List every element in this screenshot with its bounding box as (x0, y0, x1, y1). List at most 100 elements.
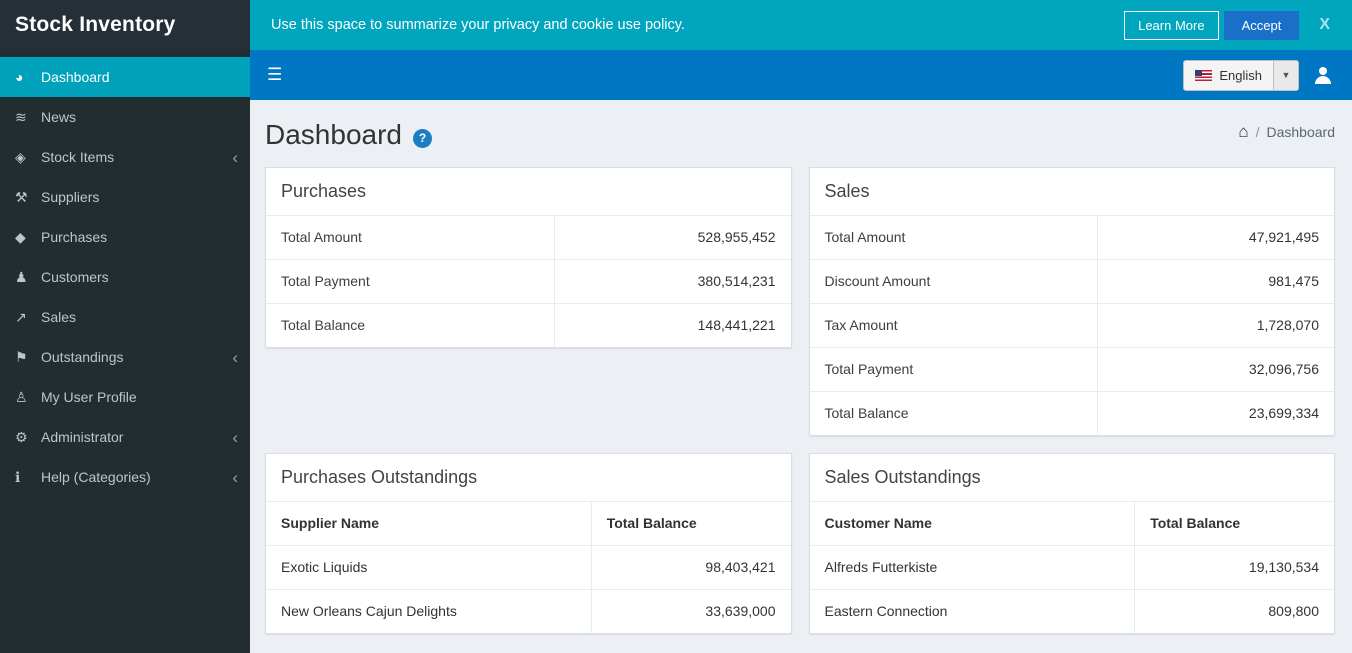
sidebar-item-outstandings[interactable]: ⚑ Outstandings ‹ (0, 337, 250, 377)
customer-name: Eastern Connection (809, 588, 1136, 633)
chevron-left-icon: ‹ (232, 147, 238, 167)
sidebar-item-dashboard[interactable]: ◕ Dashboard (0, 57, 250, 97)
page-title: Dashboard (265, 119, 402, 150)
tags-icon: ◆ (15, 228, 26, 245)
row-value: 380,514,231 (554, 258, 791, 304)
dashboard-grid: Purchases Total Amount 528,955,452 Total… (265, 166, 1335, 634)
sidebar-item-label: Help (Categories) (41, 469, 151, 485)
total-balance: 33,639,000 (591, 588, 791, 633)
row-label: Total Payment (266, 258, 555, 304)
content-header: Dashboard ? ⌂ / Dashboard (265, 119, 1336, 151)
suppliers-icon: ⚒ (15, 188, 28, 205)
accept-button[interactable]: Accept (1223, 10, 1300, 40)
sidebar-item-sales[interactable]: ↗ Sales (0, 297, 250, 337)
cookie-banner: Use this space to summarize your privacy… (250, 0, 1352, 50)
row-label: Total Amount (809, 214, 1099, 260)
breadcrumb-current: Dashboard (1266, 124, 1336, 141)
cookie-banner-message: Use this space to summarize your privacy… (271, 17, 685, 33)
sidebar-item-label: News (41, 109, 77, 125)
sidebar-item-label: Suppliers (41, 189, 100, 205)
home-icon[interactable]: ⌂ (1238, 122, 1249, 142)
row-value: 32,096,756 (1097, 346, 1334, 392)
user-account-icon[interactable] (1314, 66, 1332, 84)
sidebar-item-suppliers[interactable]: ⚒ Suppliers (0, 177, 250, 217)
flag-icon: ⚑ (15, 348, 28, 365)
purchases-table: Total Amount 528,955,452 Total Payment 3… (266, 214, 791, 347)
hamburger-menu-icon[interactable]: ☰ (267, 65, 283, 84)
sidebar-item-label: Dashboard (41, 69, 110, 85)
table-row: New Orleans Cajun Delights 33,639,000 (266, 588, 791, 633)
navbar-right: English ▼ (1183, 59, 1352, 91)
panel-title: Purchases Outstandings (281, 466, 478, 487)
main-content: Dashboard ? ⌂ / Dashboard Purchases Tota… (250, 119, 1352, 634)
sidebar-item-label: Outstandings (41, 349, 124, 365)
caret-down-icon[interactable]: ▼ (1273, 60, 1298, 90)
customer-name: Alfreds Futterkiste (809, 544, 1136, 590)
us-flag-icon (1195, 69, 1213, 81)
table-row: Total Amount 47,921,495 (809, 214, 1334, 260)
panel-title: Sales Outstandings (824, 466, 981, 487)
sidebar-item-help-categories[interactable]: ℹ Help (Categories) ‹ (0, 457, 250, 497)
sidebar-item-my-user-profile[interactable]: ♙ My User Profile (0, 377, 250, 417)
supplier-name: Exotic Liquids (266, 544, 592, 590)
row-value: 528,955,452 (554, 214, 791, 260)
sales-outstandings-panel: Sales Outstandings Customer Name Total B… (808, 452, 1335, 634)
info-icon: ℹ (15, 468, 21, 485)
table-row: Exotic Liquids 98,403,421 (266, 544, 791, 590)
sidebar-item-stock-items[interactable]: ◈ Stock Items ‹ (0, 137, 250, 177)
user-icon: ♟ (15, 268, 28, 285)
learn-more-button[interactable]: Learn More (1124, 10, 1219, 40)
profile-icon: ♙ (15, 388, 28, 405)
table-row: Total Amount 528,955,452 (266, 214, 791, 260)
sidebar-menu: ◕ Dashboard ≋ News ◈ Stock Items ‹ ⚒ Sup… (0, 50, 250, 497)
column-header: Total Balance (591, 500, 791, 546)
sales-table: Total Amount 47,921,495 Discount Amount … (809, 214, 1334, 435)
chevron-left-icon: ‹ (232, 427, 238, 447)
sidebar-item-label: Sales (41, 309, 77, 325)
table-row: Total Balance 23,699,334 (809, 390, 1334, 435)
sidebar-item-label: Customers (41, 269, 109, 285)
row-value: 23,699,334 (1097, 390, 1334, 435)
table-header-row: Customer Name Total Balance (809, 500, 1334, 546)
panel-title: Sales (824, 180, 870, 201)
app-logo[interactable]: Stock Inventory (0, 0, 250, 50)
row-value: 47,921,495 (1097, 214, 1334, 260)
purchases-panel: Purchases Total Amount 528,955,452 Total… (265, 166, 792, 348)
sidebar-item-label: Stock Items (41, 149, 115, 165)
sales-outstandings-table: Customer Name Total Balance Alfreds Futt… (809, 500, 1334, 633)
supplier-name: New Orleans Cajun Delights (266, 588, 592, 633)
rss-icon: ≋ (15, 108, 27, 125)
dashboard-icon: ◕ (15, 69, 24, 85)
sidebar-item-news[interactable]: ≋ News (0, 97, 250, 137)
sidebar-item-label: Purchases (41, 229, 108, 245)
sidebar-item-customers[interactable]: ♟ Customers (0, 257, 250, 297)
language-dropdown[interactable]: English ▼ (1183, 59, 1299, 91)
help-icon[interactable]: ? (412, 128, 432, 148)
table-row: Tax Amount 1,728,070 (809, 302, 1334, 348)
close-icon[interactable]: X (1319, 16, 1330, 33)
sidebar-item-purchases[interactable]: ◆ Purchases (0, 217, 250, 257)
row-label: Total Amount (266, 214, 555, 260)
sidebar: Stock Inventory ◕ Dashboard ≋ News ◈ Sto… (0, 0, 250, 653)
table-row: Total Payment 32,096,756 (809, 346, 1334, 392)
table-row: Eastern Connection 809,800 (809, 588, 1334, 633)
table-row: Total Payment 380,514,231 (266, 258, 791, 304)
row-label: Total Payment (809, 346, 1099, 392)
wrench-icon: ⚙ (15, 428, 28, 445)
purchases-outstandings-table: Supplier Name Total Balance Exotic Liqui… (266, 500, 791, 633)
table-row: Discount Amount 981,475 (809, 258, 1334, 304)
row-label: Total Balance (266, 302, 555, 347)
row-value: 148,441,221 (554, 302, 791, 347)
breadcrumb-separator: / (1255, 124, 1260, 141)
column-header: Supplier Name (266, 500, 592, 546)
row-label: Tax Amount (809, 302, 1099, 348)
table-header-row: Supplier Name Total Balance (266, 500, 791, 546)
total-balance: 809,800 (1134, 588, 1334, 633)
purchases-outstandings-panel: Purchases Outstandings Supplier Name Tot… (265, 452, 792, 634)
chevron-left-icon: ‹ (232, 347, 238, 367)
column-header: Customer Name (809, 500, 1136, 546)
top-navbar: ☰ English ▼ (250, 50, 1352, 100)
sidebar-item-administrator[interactable]: ⚙ Administrator ‹ (0, 417, 250, 457)
table-row: Alfreds Futterkiste 19,130,534 (809, 544, 1334, 590)
chart-icon: ↗ (15, 308, 27, 325)
